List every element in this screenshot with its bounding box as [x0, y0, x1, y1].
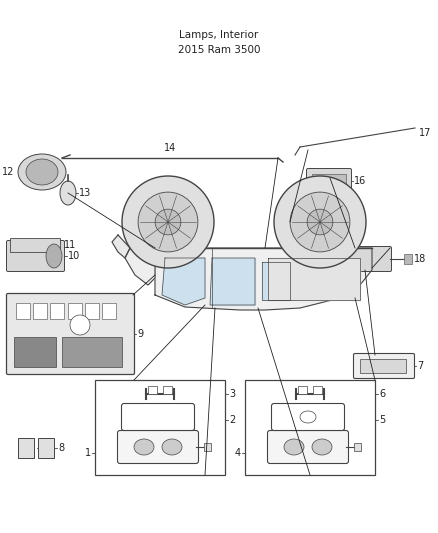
Ellipse shape [122, 176, 214, 268]
Text: 12: 12 [2, 167, 14, 177]
Ellipse shape [155, 209, 181, 235]
Text: 8: 8 [58, 443, 64, 453]
Text: 7: 7 [417, 361, 423, 371]
Text: 5: 5 [379, 415, 385, 425]
Bar [404, 254, 412, 264]
Ellipse shape [284, 439, 304, 455]
Polygon shape [162, 258, 205, 305]
Polygon shape [210, 258, 255, 305]
Ellipse shape [70, 315, 90, 335]
Bar [148, 386, 157, 394]
Bar [62, 337, 122, 367]
Polygon shape [125, 248, 155, 285]
Text: 14: 14 [164, 143, 176, 153]
Ellipse shape [307, 209, 333, 235]
Text: 10: 10 [68, 251, 80, 261]
FancyBboxPatch shape [336, 246, 392, 271]
Text: Lamps, Interior: Lamps, Interior [180, 30, 258, 40]
Ellipse shape [312, 439, 332, 455]
Text: 1: 1 [85, 448, 91, 458]
Bar [102, 303, 116, 319]
Bar [38, 438, 54, 458]
FancyBboxPatch shape [7, 294, 134, 375]
Text: 17: 17 [419, 128, 431, 138]
Text: 4: 4 [235, 448, 241, 458]
Ellipse shape [18, 154, 66, 190]
Bar [68, 303, 82, 319]
Text: 9: 9 [137, 329, 143, 339]
Bar [360, 359, 406, 373]
Polygon shape [268, 258, 360, 300]
Text: 3: 3 [229, 389, 235, 399]
Bar [354, 443, 361, 451]
Ellipse shape [290, 192, 350, 252]
Text: 2015 Ram 3500: 2015 Ram 3500 [178, 45, 260, 55]
Ellipse shape [46, 244, 62, 268]
Bar [85, 303, 99, 319]
Bar [163, 386, 172, 394]
Text: 18: 18 [414, 254, 426, 264]
Bar [313, 386, 322, 394]
Bar [50, 303, 64, 319]
FancyBboxPatch shape [272, 403, 345, 431]
FancyBboxPatch shape [268, 431, 349, 464]
Ellipse shape [138, 192, 198, 252]
FancyBboxPatch shape [353, 353, 414, 378]
Polygon shape [112, 235, 130, 258]
FancyBboxPatch shape [117, 431, 198, 464]
Bar [298, 386, 307, 394]
Bar [204, 443, 211, 451]
Ellipse shape [26, 159, 58, 185]
Ellipse shape [134, 439, 154, 455]
Bar [33, 303, 47, 319]
Bar [312, 174, 346, 188]
FancyBboxPatch shape [307, 168, 352, 193]
Bar [245, 380, 375, 475]
Bar [14, 337, 56, 367]
FancyBboxPatch shape [121, 403, 194, 431]
Ellipse shape [162, 439, 182, 455]
Bar [16, 303, 30, 319]
Text: 16: 16 [354, 176, 366, 186]
Bar [95, 380, 225, 475]
Ellipse shape [274, 176, 366, 268]
Text: 6: 6 [379, 389, 385, 399]
Polygon shape [155, 248, 372, 310]
Ellipse shape [60, 181, 76, 205]
Ellipse shape [300, 411, 316, 423]
Text: 13: 13 [79, 188, 91, 198]
Polygon shape [262, 262, 290, 300]
Bar [10, 238, 60, 252]
Text: 2: 2 [229, 415, 235, 425]
Bar [18, 438, 34, 458]
FancyBboxPatch shape [7, 240, 64, 271]
Text: 11: 11 [64, 240, 76, 250]
